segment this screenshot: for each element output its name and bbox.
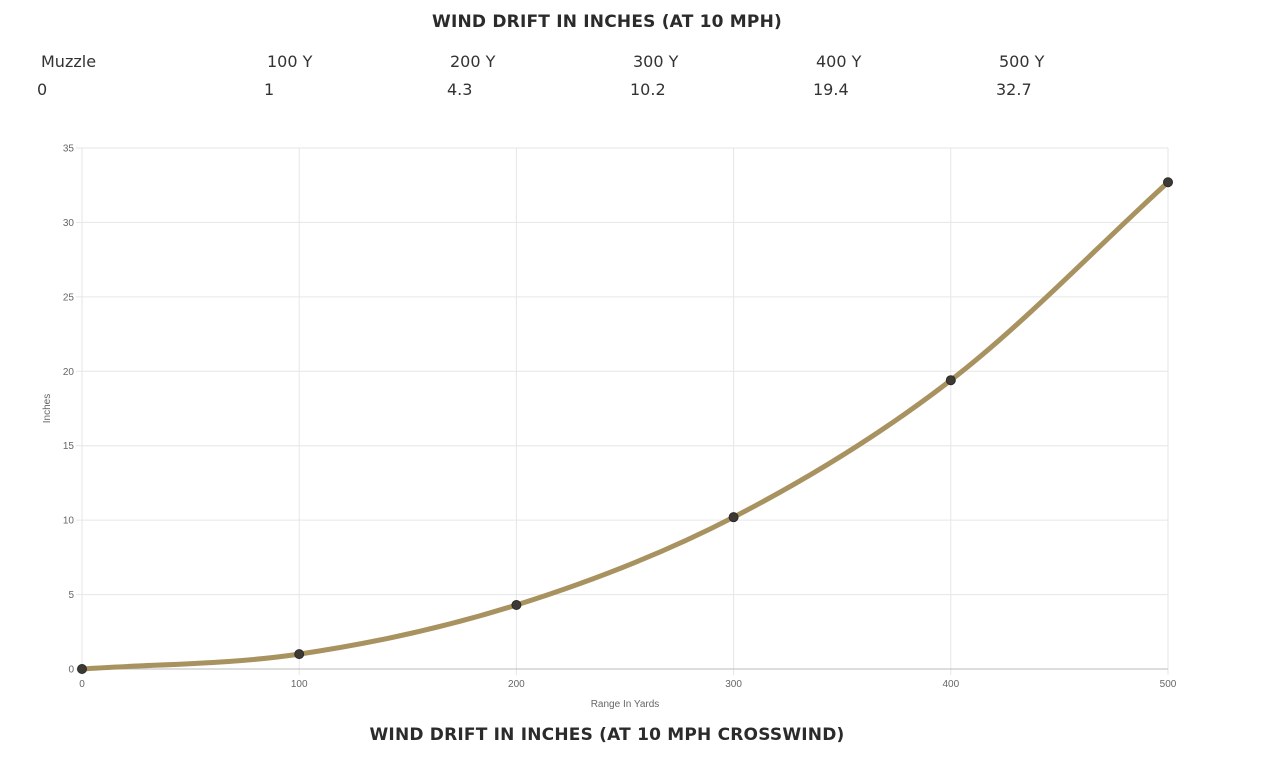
table-value-100y: 1	[264, 80, 275, 99]
y-tick-label: 30	[63, 218, 75, 229]
data-point	[728, 512, 739, 523]
grid	[76, 147, 1169, 675]
table-value-300y: 10.2	[630, 80, 666, 99]
x-tick-label: 300	[725, 679, 742, 690]
table-value-400y: 19.4	[813, 80, 849, 99]
table-value-muzzle: 0	[37, 80, 48, 99]
table-header-500y: 500 Y	[999, 52, 1045, 71]
table-header-300y: 300 Y	[633, 52, 679, 71]
y-tick-label: 25	[63, 292, 75, 303]
series-line	[79, 179, 1171, 672]
x-tick-label: 400	[942, 679, 959, 690]
data-point	[1163, 177, 1173, 188]
data-point	[945, 375, 956, 386]
x-tick-label: 500	[1160, 679, 1177, 690]
data-point	[294, 649, 305, 660]
x-tick-label: 200	[508, 679, 525, 690]
y-axis-label: Inches	[42, 394, 53, 423]
y-tick-label: 10	[63, 516, 75, 527]
x-tick-label: 0	[79, 679, 85, 690]
chart-title: WIND DRIFT IN INCHES (AT 10 MPH CROSSWIN…	[369, 725, 845, 745]
data-points	[77, 177, 1173, 674]
x-tick-label: 100	[291, 679, 308, 690]
series-curve	[79, 179, 1171, 672]
y-tick-label: 0	[68, 665, 74, 676]
table-value-200y: 4.3	[447, 80, 473, 99]
y-tick-label: 20	[63, 367, 75, 378]
table-header-muzzle: Muzzle	[41, 52, 97, 71]
tick-labels: 0 5 10 15 20 25 30 35 0 100 200 300 400 500	[63, 144, 1177, 691]
table-header-100y: 100 Y	[267, 52, 313, 71]
axes	[81, 148, 1168, 670]
x-axis-label: Range In Yards	[591, 699, 660, 710]
data-point	[77, 664, 87, 674]
table-value-500y: 32.7	[996, 80, 1032, 99]
table-header-400y: 400 Y	[816, 52, 862, 71]
data-point	[511, 599, 522, 610]
y-tick-label: 15	[63, 441, 75, 452]
table-header-200y: 200 Y	[450, 52, 496, 71]
y-tick-label: 5	[68, 590, 74, 601]
y-tick-label: 35	[63, 144, 75, 155]
wind-drift-chart: 0 5 10 15 20 25 30 35 0 100 200 300 400 500 Range In …	[42, 144, 1177, 711]
drift-table-title: WIND DRIFT IN INCHES (AT 10 MPH)	[432, 12, 782, 32]
